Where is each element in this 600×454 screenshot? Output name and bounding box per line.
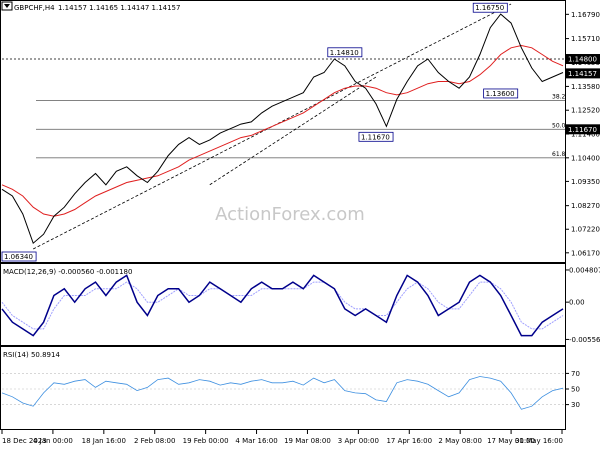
price-annotation-label: 1.11670 bbox=[361, 133, 390, 141]
rsi-tick-label: 50 bbox=[571, 386, 580, 394]
rsi-panel-frame bbox=[1, 347, 566, 430]
macd-panel: 0.004807 0.00 -0.005567 MACD(12,26,9) -0.0… bbox=[1, 264, 600, 346]
time-tick-label: 19 Mar 08:00 bbox=[284, 437, 331, 445]
macd-title: MACD(12,26,9) -0.000560 -0.001180 bbox=[3, 268, 132, 276]
macd-tick-label: 0.004807 bbox=[569, 266, 600, 274]
price-tick-label: 1.07220 bbox=[571, 226, 600, 234]
time-tick-label: 31 May 16:00 bbox=[515, 437, 563, 445]
fibonacci-label: 61.8 bbox=[552, 151, 566, 158]
price-tick-label: 1.13580 bbox=[571, 83, 600, 91]
symbol-label: GBPCHF,H4 bbox=[14, 4, 55, 12]
price-annotation-label: 1.14810 bbox=[330, 49, 359, 57]
macd-tick-label: 0.00 bbox=[569, 299, 585, 307]
price-tick-label: 1.16790 bbox=[571, 11, 600, 19]
price-tick-label: 1.12520 bbox=[571, 107, 600, 115]
axis-highlight-label: 1.14800 bbox=[568, 56, 597, 64]
price-annotation-label: 1.06340 bbox=[4, 253, 33, 261]
axis-highlight-label: 1.14157 bbox=[568, 70, 597, 78]
time-tick-label: 2 May 08:00 bbox=[438, 437, 482, 445]
time-tick-label: 4 Mar 16:00 bbox=[235, 437, 277, 445]
fibonacci-label: 38.2 bbox=[552, 94, 566, 101]
rsi-tick-label: 70 bbox=[571, 370, 580, 378]
rsi-title: RSI(14) 50.8914 bbox=[3, 351, 60, 359]
time-tick-label: 4 Jan 00:00 bbox=[33, 437, 73, 445]
price-panel: ActionForex.com 1.167901.157101.146501.1… bbox=[1, 1, 600, 263]
fibonacci-label: 50.0 bbox=[552, 122, 566, 129]
time-tick-label: 18 Jan 16:00 bbox=[82, 437, 126, 445]
price-annotation-label: 1.13600 bbox=[486, 90, 515, 98]
time-tick-label: 19 Feb 00:00 bbox=[183, 437, 229, 445]
price-tick-label: 1.09350 bbox=[571, 178, 600, 186]
price-tick-label: 1.10400 bbox=[571, 154, 600, 162]
price-tick-label: 1.15710 bbox=[571, 35, 600, 43]
macd-tick-label: -0.005567 bbox=[569, 336, 600, 344]
rsi-panel: 70 50 30 RSI(14) 50.8914 bbox=[1, 347, 580, 430]
time-tick-label: 3 Apr 00:00 bbox=[338, 437, 379, 445]
rsi-tick-label: 30 bbox=[571, 401, 580, 409]
axis-highlight-label: 1.11670 bbox=[568, 126, 597, 134]
time-tick-label: 2 Feb 08:00 bbox=[134, 437, 175, 445]
macd-axis: 0.004807 0.00 -0.005567 bbox=[565, 266, 600, 343]
watermark: ActionForex.com bbox=[215, 204, 365, 225]
ohlc-readout: 1.14157 1.14165 1.14147 1.14157 bbox=[58, 4, 180, 12]
time-tick-label: 17 Apr 16:00 bbox=[386, 437, 432, 445]
price-annotation-label: 1.16750 bbox=[475, 4, 504, 12]
price-tick-label: 1.06170 bbox=[571, 249, 600, 257]
price-tick-label: 1.08270 bbox=[571, 202, 600, 210]
